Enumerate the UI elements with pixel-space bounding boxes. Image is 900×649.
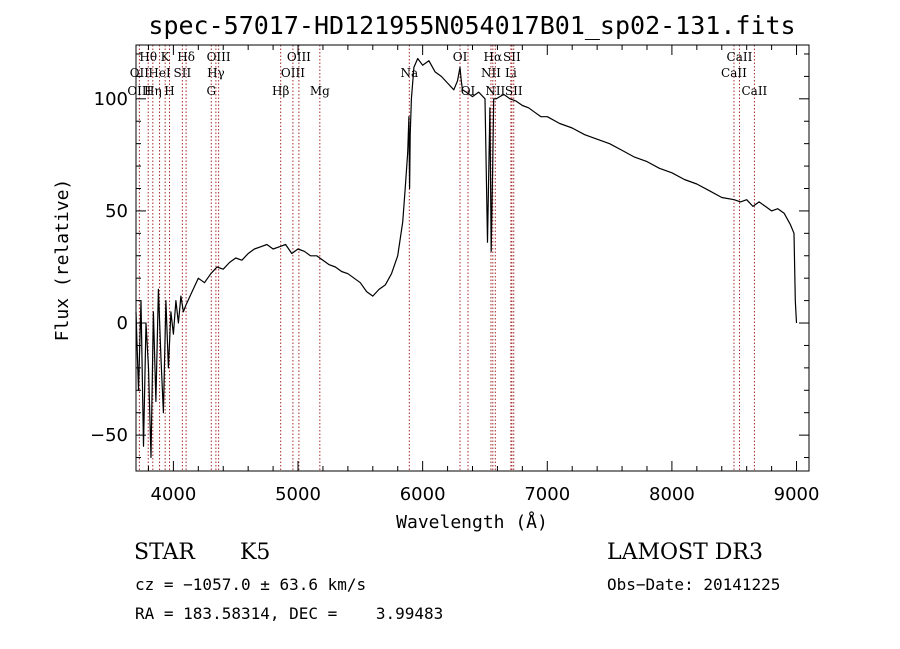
spectral-line-label: Hθ (139, 50, 157, 64)
spectral-line-label: HeI (148, 66, 171, 80)
y-tick-label: −50 (90, 425, 128, 446)
spectral-line-label: OI (453, 50, 468, 64)
spectral-line-label: CaII (721, 66, 747, 80)
spectral-line-label: CaII (741, 84, 767, 98)
redshift-cz: cz = −1057.0 ± 63.6 km/s (135, 575, 367, 594)
spectral-line-label: NII (481, 66, 501, 80)
spectral-line-label: K (161, 50, 171, 64)
x-tick-label: 7000 (524, 484, 570, 505)
spectral-line-label: Hη (144, 84, 162, 98)
spectral-line-label: Mg (310, 84, 330, 98)
spectral-line-label: OIII (281, 66, 305, 80)
spectral-line-label: OI (461, 84, 476, 98)
x-axis-ticks: 4000 5000 6000 7000 8000 9000 (147, 45, 820, 505)
spectral-line-label: SII (503, 50, 521, 64)
y-tick-label: 0 (117, 313, 128, 334)
spectral-line-label: G (206, 84, 216, 98)
spectral-line-label: NII (485, 84, 505, 98)
spectral-line-label: OIII (287, 50, 311, 64)
x-axis-label: Wavelength (Å) (396, 511, 548, 533)
spectral-line-label: CaII (727, 50, 753, 64)
spectral-line-label: Hβ (272, 84, 289, 98)
spectral-line-label: OIII (127, 84, 151, 98)
x-tick-label: 4000 (150, 484, 196, 505)
spectral-line-label: OIII (207, 50, 231, 64)
spectral-line-markers (138, 45, 755, 471)
spectral-line-label: Na (400, 66, 418, 80)
object-subclass: K5 (240, 540, 271, 565)
survey-name: LAMOST DR3 (607, 540, 763, 565)
spectral-line-label: SII (174, 66, 192, 80)
object-class: STAR (134, 540, 195, 565)
spectral-line-label: Li (505, 66, 517, 80)
observation-date: Obs−Date: 20141225 (607, 575, 781, 594)
y-tick-label: 100 (94, 89, 128, 110)
x-tick-label: 5000 (275, 484, 321, 505)
spectral-line-label: H (164, 84, 174, 98)
y-axis-ticks: −50 0 50 100 (90, 53, 809, 459)
x-tick-label: 8000 (649, 484, 695, 505)
y-tick-label: 50 (105, 201, 128, 222)
spectral-line-label: Hδ (177, 50, 195, 64)
spectral-line-label: SII (505, 84, 523, 98)
ra-dec-coordinates: RA = 183.58314, DEC = 3.99483 (135, 604, 444, 623)
chart-title: spec-57017-HD121955N054017B01_sp02-131.f… (148, 11, 795, 40)
y-axis-label: Flux (relative) (52, 179, 73, 342)
x-tick-label: 6000 (400, 484, 446, 505)
spectral-line-label: Hα (484, 50, 503, 64)
spectral-line-label: Hγ (207, 66, 225, 80)
spectral-line-label: OII (130, 66, 150, 80)
spectrum-series-line (135, 57, 798, 459)
x-tick-label: 9000 (774, 484, 820, 505)
